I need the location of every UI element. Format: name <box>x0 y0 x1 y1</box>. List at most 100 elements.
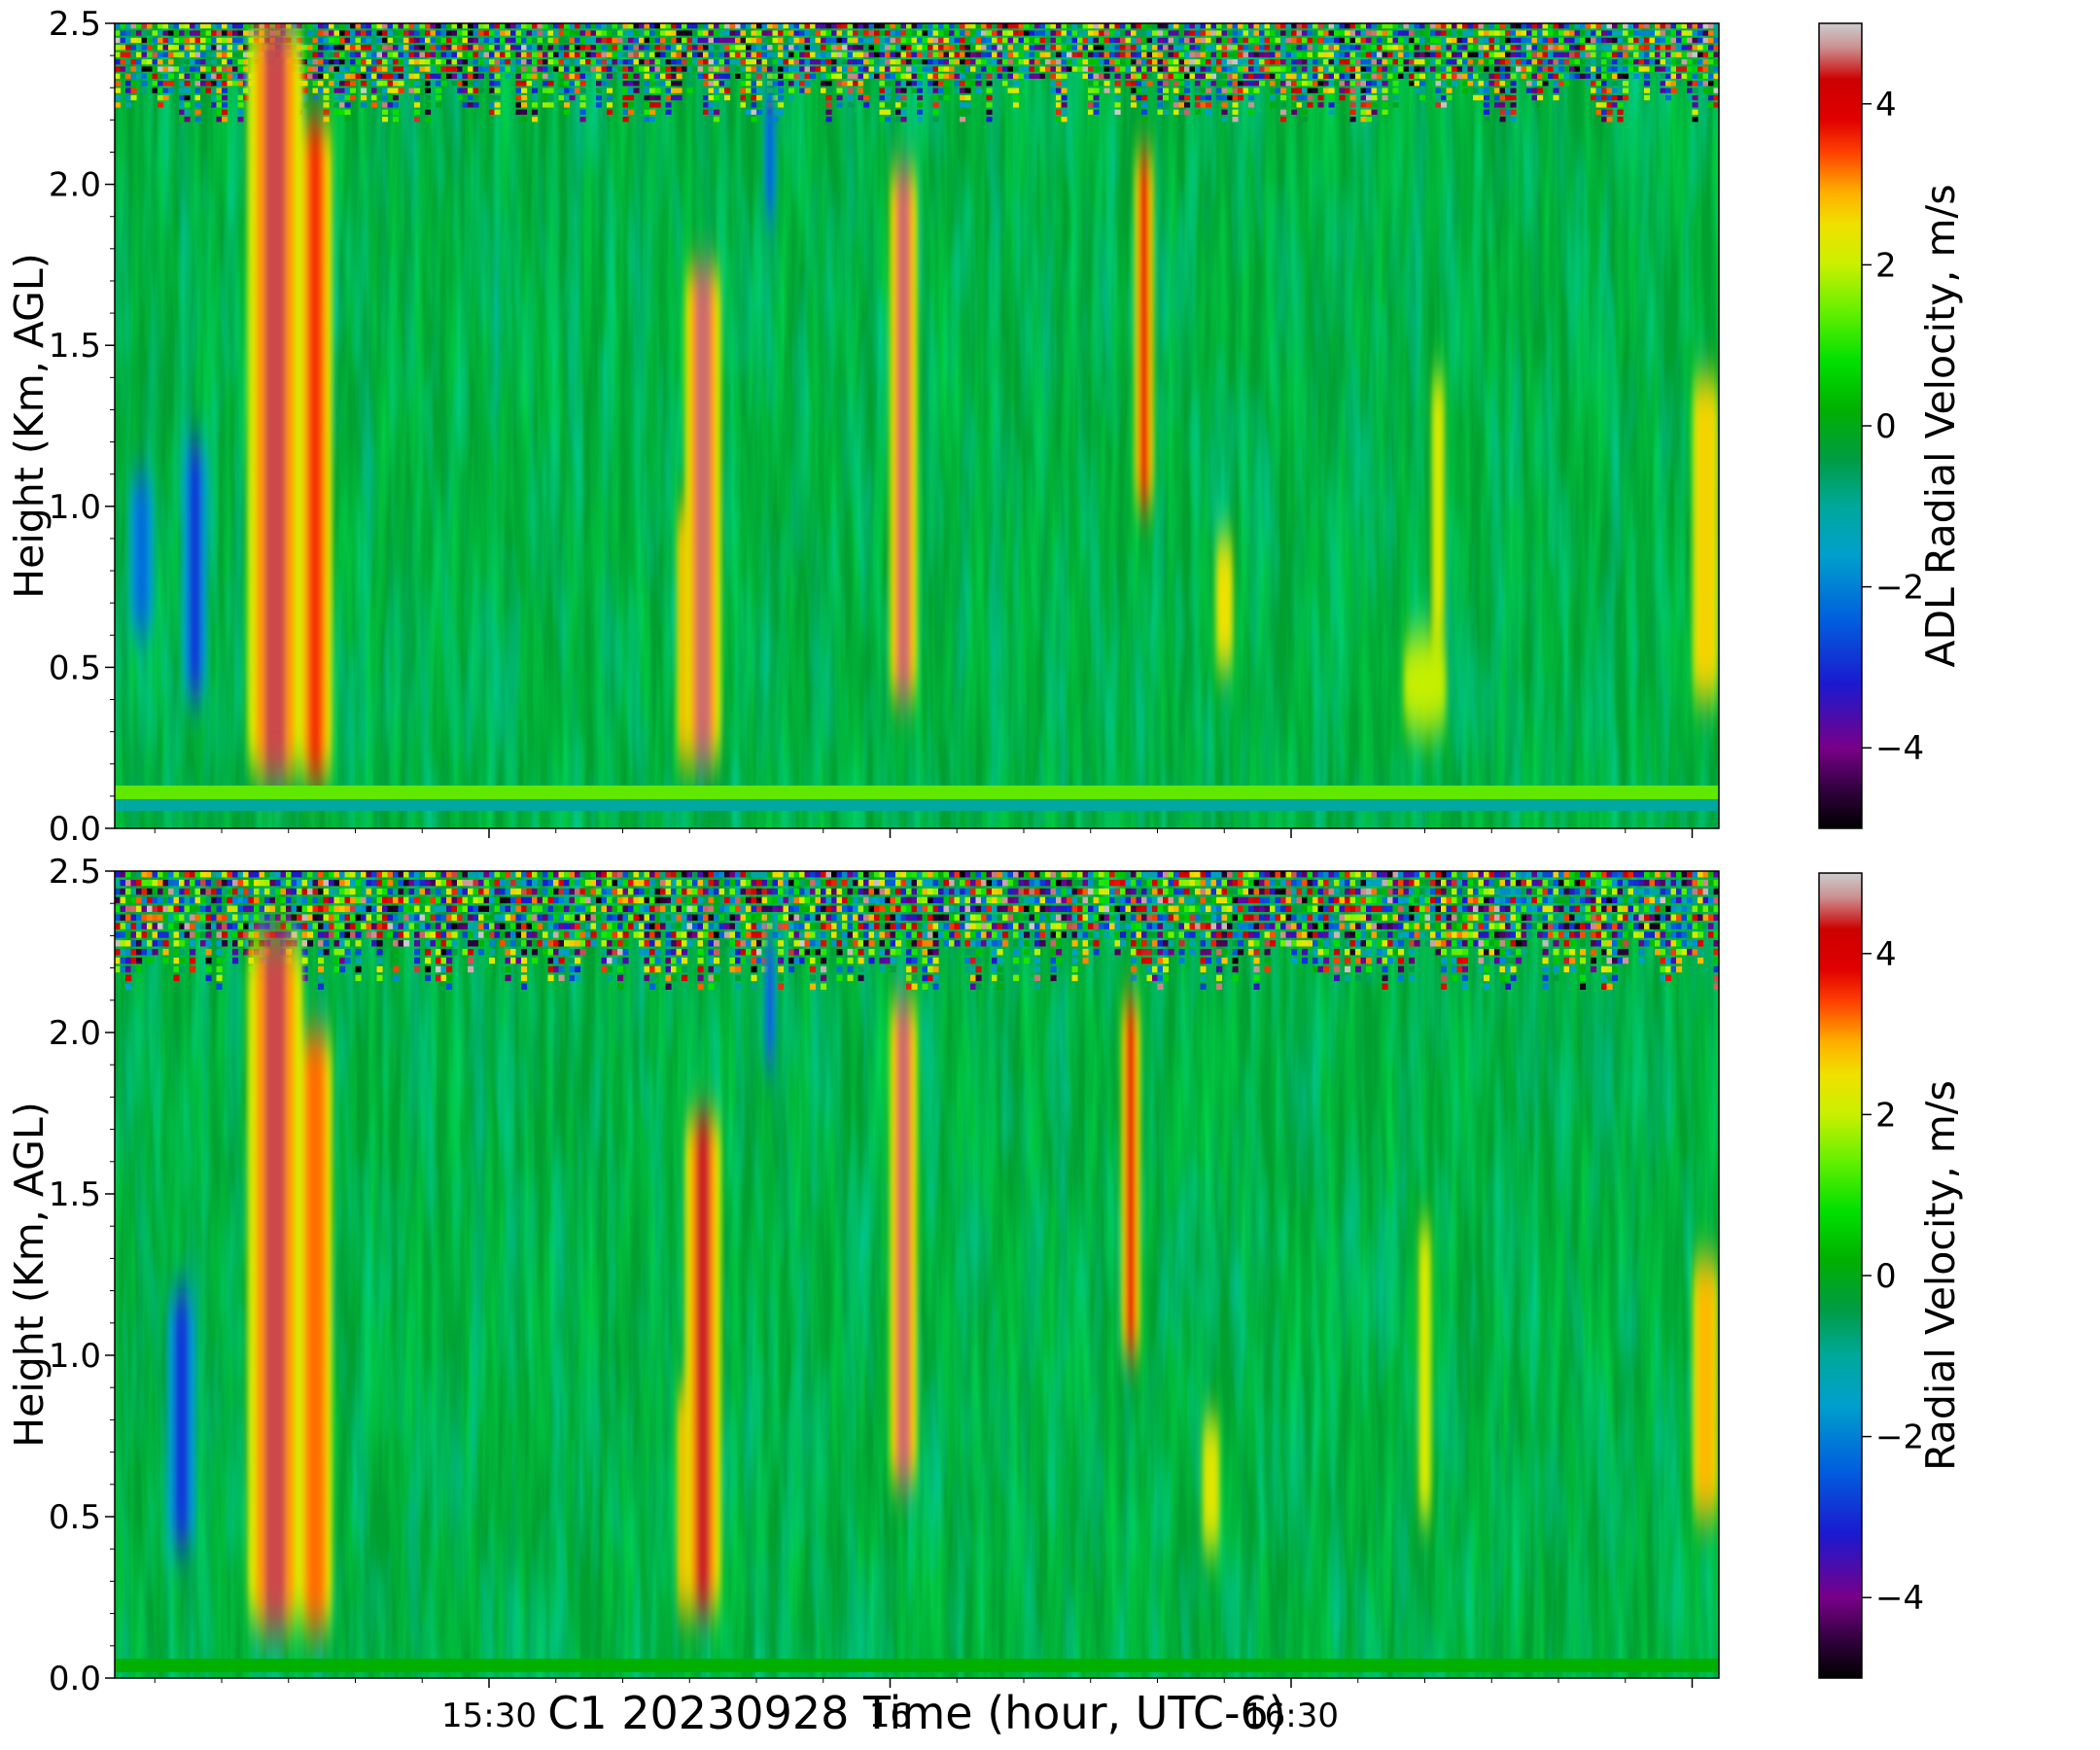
noise-cell <box>194 52 201 57</box>
colorbar-tick-label: 0 <box>1875 407 1897 446</box>
noise-cell <box>943 59 950 65</box>
noise-cell <box>1510 94 1517 101</box>
noise-cell <box>1537 23 1544 29</box>
noise-cell <box>333 109 340 115</box>
noise-cell <box>986 66 993 72</box>
noise-cell <box>1516 37 1522 44</box>
noise-cell <box>890 73 896 79</box>
noise-cell <box>510 923 517 929</box>
noise-cell <box>751 983 757 990</box>
noise-cell <box>1366 73 1373 79</box>
noise-cell <box>173 871 180 878</box>
noise-cell <box>1146 52 1153 57</box>
noise-cell <box>847 37 854 44</box>
noise-cell <box>173 914 180 921</box>
noise-cell <box>216 109 223 115</box>
noise-cell <box>1488 73 1495 79</box>
noise-cell <box>1366 45 1373 51</box>
noise-cell <box>1270 23 1277 29</box>
noise-cell <box>810 914 817 921</box>
noise-cell <box>1644 88 1651 93</box>
noise-cell <box>1649 59 1656 65</box>
noise-cell <box>895 37 902 44</box>
noise-cell <box>136 45 143 51</box>
noise-cell <box>152 931 158 938</box>
noise-cell <box>162 949 169 956</box>
noise-cell <box>333 45 340 51</box>
noise-cell <box>735 940 742 947</box>
noise-cell <box>515 949 522 956</box>
noise-cell <box>1227 23 1234 29</box>
noise-cell <box>190 37 196 44</box>
y-tick-label: 2.0 <box>49 166 101 205</box>
noise-cell <box>1077 23 1084 29</box>
noise-cell <box>1526 88 1533 93</box>
noise-cell <box>1371 94 1378 101</box>
noise-cell <box>446 52 453 57</box>
noise-cell <box>542 66 549 72</box>
noise-cell <box>211 30 218 36</box>
noise-cell <box>793 940 800 947</box>
noise-cell <box>462 102 469 108</box>
noise-cell <box>1173 30 1180 36</box>
noise-cell <box>494 871 501 878</box>
noise-cell <box>489 102 496 108</box>
noise-cell <box>393 117 400 122</box>
noise-cell <box>1253 37 1260 44</box>
noise-cell <box>954 871 961 878</box>
noise-cell <box>173 905 180 912</box>
noise-cell <box>526 52 533 57</box>
noise-cell <box>264 871 271 878</box>
noise-cell <box>682 59 688 65</box>
noise-cell <box>125 879 132 887</box>
noise-cell <box>532 94 539 101</box>
noise-cell <box>1484 117 1490 122</box>
noise-cell <box>804 30 811 36</box>
noise-cell <box>162 45 169 51</box>
noise-cell <box>954 23 961 29</box>
noise-cell <box>430 871 437 878</box>
noise-cell <box>376 30 383 36</box>
noise-cell <box>1484 45 1490 51</box>
noise-cell <box>1585 73 1592 79</box>
noise-cell <box>1259 45 1266 51</box>
noise-cell <box>173 66 180 72</box>
noise-cell <box>1296 52 1303 57</box>
noise-cell <box>494 102 501 108</box>
noise-cell <box>735 931 742 938</box>
noise-cell <box>1542 59 1549 65</box>
noise-cell <box>1034 37 1041 44</box>
noise-cell <box>868 871 875 878</box>
noise-cell <box>1467 52 1474 57</box>
noise-cell <box>628 37 635 44</box>
noise-cell <box>414 896 421 904</box>
noise-cell <box>686 59 693 65</box>
noise-cell <box>494 88 501 93</box>
noise-cell <box>1398 59 1405 65</box>
noise-cell <box>654 957 661 964</box>
noise-cell <box>622 923 629 929</box>
top-x-axis <box>154 828 1694 838</box>
noise-cell <box>917 923 924 929</box>
noise-cell <box>468 871 474 878</box>
noise-cell <box>350 940 357 947</box>
noise-cell <box>579 879 586 887</box>
noise-cell <box>173 37 180 44</box>
noise-cell <box>1146 66 1153 72</box>
noise-cell <box>804 879 811 887</box>
noise-cell <box>1002 45 1009 51</box>
noise-cell <box>585 914 592 921</box>
noise-cell <box>125 965 132 973</box>
noise-cell <box>885 923 892 929</box>
noise-cell <box>521 949 528 956</box>
noise-cell <box>179 914 186 921</box>
noise-cell <box>596 52 603 57</box>
noise-cell <box>1441 102 1448 108</box>
noise-cell <box>932 940 939 947</box>
noise-cell <box>403 940 410 947</box>
noise-cell <box>147 59 154 65</box>
noise-cell <box>778 66 785 72</box>
noise-cell <box>194 81 201 87</box>
noise-cell <box>906 923 913 929</box>
noise-cell <box>243 931 250 938</box>
